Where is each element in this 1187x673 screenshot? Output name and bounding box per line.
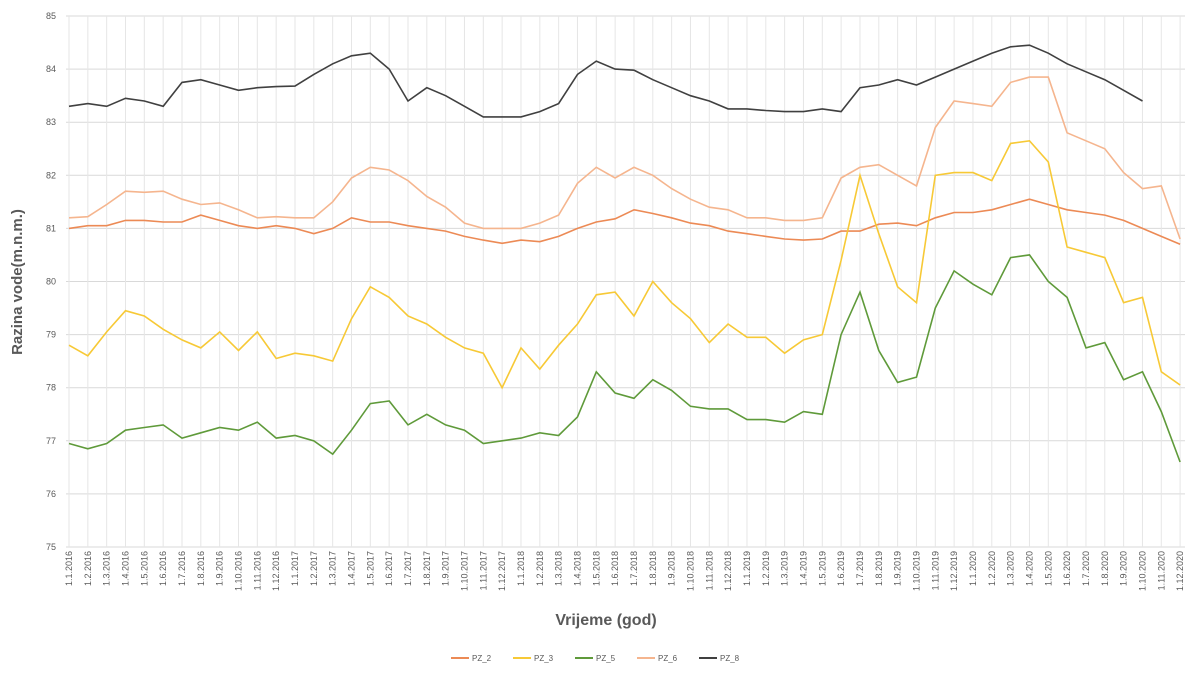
x-tick-label: 1.8.2020 xyxy=(1100,551,1110,586)
legend-label: PZ_5 xyxy=(596,654,616,663)
x-tick-label: 1.4.2016 xyxy=(120,551,130,586)
x-tick-label: 1.3.2016 xyxy=(102,551,112,586)
x-tick-label: 1.12.2020 xyxy=(1175,551,1185,591)
x-tick-label: 1.5.2016 xyxy=(139,551,149,586)
x-tick-label: 1.12.2018 xyxy=(723,551,733,591)
x-tick-label: 1.5.2017 xyxy=(365,551,375,586)
x-tick-label: 1.6.2016 xyxy=(158,551,168,586)
x-tick-label: 1.10.2016 xyxy=(233,551,243,591)
x-tick-label: 1.4.2018 xyxy=(572,551,582,586)
x-tick-label: 1.11.2018 xyxy=(704,551,714,590)
x-tick-label: 1.11.2016 xyxy=(252,551,262,590)
series-line xyxy=(68,44,1143,118)
x-tick-label: 1.4.2017 xyxy=(346,551,356,586)
x-tick-label: 1.8.2016 xyxy=(196,551,206,586)
legend-label: PZ_6 xyxy=(658,654,678,663)
x-tick-label: 1.12.2017 xyxy=(497,551,507,591)
x-tick-label: 1.1.2016 xyxy=(64,551,74,586)
x-tick-label: 1.2.2017 xyxy=(309,551,319,586)
legend-label: PZ_8 xyxy=(720,654,740,663)
x-tick-label: 1.8.2017 xyxy=(422,551,432,586)
x-tick-label: 1.7.2016 xyxy=(177,551,187,586)
x-tick-label: 1.6.2019 xyxy=(836,551,846,586)
x-tick-label: 1.11.2017 xyxy=(478,551,488,590)
x-tick-label: 1.10.2018 xyxy=(685,551,695,591)
y-axis-title: Razina vode(m.n.m.) xyxy=(9,209,26,355)
y-tick-label: 77 xyxy=(46,436,56,446)
x-tick-label: 1.4.2020 xyxy=(1024,551,1034,586)
x-tick-label: 1.5.2018 xyxy=(591,551,601,586)
x-tick-label: 1.7.2017 xyxy=(403,551,413,586)
x-tick-label: 1.12.2019 xyxy=(949,551,959,591)
x-tick-label: 1.2.2020 xyxy=(987,551,997,586)
x-tick-label: 1.3.2018 xyxy=(554,551,564,586)
x-tick-label: 1.3.2017 xyxy=(328,551,338,586)
x-tick-label: 1.11.2020 xyxy=(1156,551,1166,590)
x-tick-label: 1.2.2019 xyxy=(761,551,771,586)
x-tick-label: 1.5.2020 xyxy=(1043,551,1053,586)
legend-label: PZ_3 xyxy=(534,654,554,663)
x-tick-label: 1.1.2019 xyxy=(742,551,752,586)
x-tick-label: 1.10.2020 xyxy=(1137,551,1147,591)
x-tick-label: 1.5.2019 xyxy=(817,551,827,586)
y-tick-label: 80 xyxy=(46,277,56,287)
y-tick-label: 83 xyxy=(46,117,56,127)
legend-label: PZ_2 xyxy=(472,654,492,663)
x-tick-label: 1.7.2018 xyxy=(629,551,639,586)
series-line xyxy=(68,139,1181,390)
x-tick-label: 1.8.2018 xyxy=(648,551,658,586)
x-tick-label: 1.7.2019 xyxy=(855,551,865,586)
series-line xyxy=(68,76,1181,240)
x-tick-label: 1.1.2017 xyxy=(290,551,300,586)
x-axis-title: Vrijeme (god) xyxy=(555,612,656,629)
x-tick-label: 1.10.2019 xyxy=(911,551,921,591)
x-tick-label: 1.11.2019 xyxy=(930,551,940,590)
x-tick-label: 1.2.2016 xyxy=(83,551,93,586)
x-tick-label: 1.9.2018 xyxy=(667,551,677,586)
y-tick-label: 84 xyxy=(46,64,56,74)
x-tick-label: 1.9.2017 xyxy=(441,551,451,586)
x-tick-label: 1.6.2020 xyxy=(1062,551,1072,586)
x-tick-label: 1.3.2019 xyxy=(780,551,790,586)
y-tick-label: 79 xyxy=(46,330,56,340)
x-tick-label: 1.8.2019 xyxy=(874,551,884,586)
x-tick-label: 1.9.2016 xyxy=(215,551,225,586)
y-tick-label: 81 xyxy=(46,223,56,233)
y-tick-label: 75 xyxy=(46,542,56,552)
y-tick-label: 76 xyxy=(46,489,56,499)
x-tick-label: 1.3.2020 xyxy=(1006,551,1016,586)
y-tick-label: 78 xyxy=(46,383,56,393)
x-tick-label: 1.1.2020 xyxy=(968,551,978,586)
x-tick-label: 1.4.2019 xyxy=(798,551,808,586)
x-tick-label: 1.9.2019 xyxy=(893,551,903,586)
series-line xyxy=(68,254,1181,463)
x-tick-label: 1.9.2020 xyxy=(1119,551,1129,586)
series-line xyxy=(68,198,1181,246)
y-tick-label: 82 xyxy=(46,170,56,180)
y-tick-label: 85 xyxy=(46,11,56,21)
x-tick-label: 1.6.2017 xyxy=(384,551,394,586)
x-tick-label: 1.1.2018 xyxy=(516,551,526,586)
x-tick-label: 1.10.2017 xyxy=(459,551,469,591)
x-tick-label: 1.12.2016 xyxy=(271,551,281,591)
x-tick-label: 1.2.2018 xyxy=(535,551,545,586)
x-tick-label: 1.6.2018 xyxy=(610,551,620,586)
x-tick-label: 1.7.2020 xyxy=(1081,551,1091,586)
